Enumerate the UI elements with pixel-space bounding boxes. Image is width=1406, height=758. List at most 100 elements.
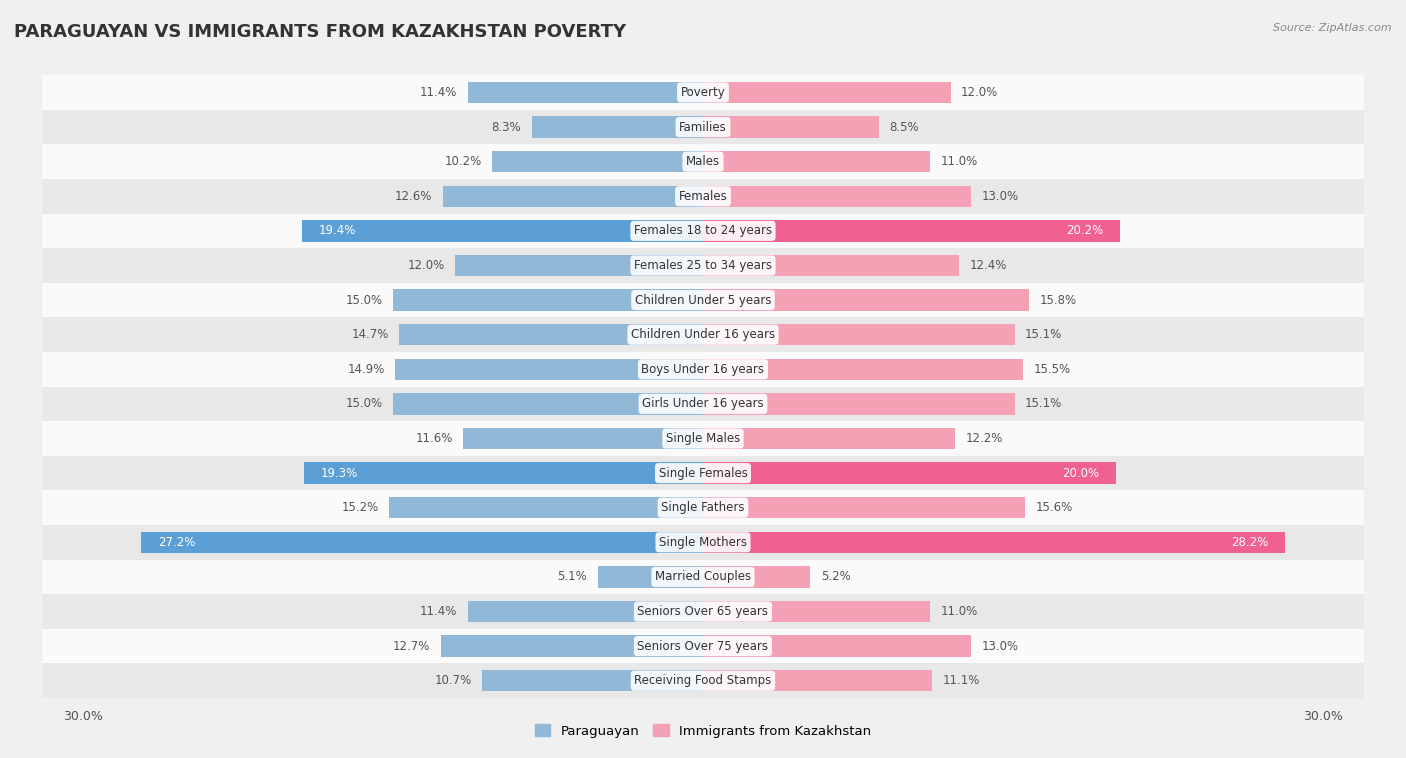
Bar [42, 248, 1364, 283]
Text: Females 25 to 34 years: Females 25 to 34 years [634, 259, 772, 272]
Bar [703, 151, 931, 172]
Bar [42, 456, 1364, 490]
Bar [42, 214, 1364, 248]
Text: PARAGUAYAN VS IMMIGRANTS FROM KAZAKHSTAN POVERTY: PARAGUAYAN VS IMMIGRANTS FROM KAZAKHSTAN… [14, 23, 626, 41]
Bar [703, 635, 972, 657]
Text: Males: Males [686, 155, 720, 168]
Bar [703, 220, 1121, 242]
Text: 13.0%: 13.0% [981, 190, 1019, 202]
Bar [305, 462, 703, 484]
Text: 13.0%: 13.0% [981, 640, 1019, 653]
Bar [468, 82, 703, 103]
Legend: Paraguayan, Immigrants from Kazakhstan: Paraguayan, Immigrants from Kazakhstan [529, 719, 877, 743]
Text: Children Under 16 years: Children Under 16 years [631, 328, 775, 341]
Text: 15.1%: 15.1% [1025, 328, 1063, 341]
Bar [394, 290, 703, 311]
Bar [703, 255, 959, 276]
Bar [703, 428, 955, 449]
Text: 20.2%: 20.2% [1066, 224, 1104, 237]
Text: Females 18 to 24 years: Females 18 to 24 years [634, 224, 772, 237]
Bar [703, 566, 810, 587]
Text: 19.4%: 19.4% [319, 224, 356, 237]
Text: Single Males: Single Males [666, 432, 740, 445]
Text: 12.4%: 12.4% [969, 259, 1007, 272]
Bar [302, 220, 703, 242]
Bar [443, 186, 703, 207]
Text: 19.3%: 19.3% [321, 467, 359, 480]
Bar [389, 497, 703, 518]
Bar [703, 359, 1024, 380]
Bar [395, 359, 703, 380]
Bar [482, 670, 703, 691]
Text: Females: Females [679, 190, 727, 202]
Bar [492, 151, 703, 172]
Bar [703, 186, 972, 207]
Text: Families: Families [679, 121, 727, 133]
Text: 11.4%: 11.4% [420, 605, 457, 618]
Text: 15.6%: 15.6% [1035, 501, 1073, 514]
Bar [42, 283, 1364, 318]
Text: Seniors Over 75 years: Seniors Over 75 years [637, 640, 769, 653]
Bar [42, 75, 1364, 110]
Bar [703, 497, 1025, 518]
Bar [703, 116, 879, 138]
Bar [703, 531, 1285, 553]
Bar [468, 601, 703, 622]
Text: 15.1%: 15.1% [1025, 397, 1063, 410]
Bar [42, 387, 1364, 421]
Text: 15.0%: 15.0% [346, 293, 382, 306]
Text: Children Under 5 years: Children Under 5 years [634, 293, 772, 306]
Bar [42, 421, 1364, 456]
Text: 15.2%: 15.2% [342, 501, 378, 514]
Text: 8.5%: 8.5% [889, 121, 918, 133]
Text: Boys Under 16 years: Boys Under 16 years [641, 363, 765, 376]
Bar [703, 670, 932, 691]
Text: 11.6%: 11.6% [416, 432, 453, 445]
Bar [42, 352, 1364, 387]
Text: Single Fathers: Single Fathers [661, 501, 745, 514]
Text: Single Females: Single Females [658, 467, 748, 480]
Bar [703, 462, 1116, 484]
Text: 11.0%: 11.0% [941, 605, 977, 618]
Text: 12.6%: 12.6% [395, 190, 433, 202]
Bar [42, 525, 1364, 559]
Bar [42, 110, 1364, 144]
Text: 10.2%: 10.2% [444, 155, 482, 168]
Bar [141, 531, 703, 553]
Bar [42, 559, 1364, 594]
Bar [456, 255, 703, 276]
Text: 12.0%: 12.0% [962, 86, 998, 99]
Bar [703, 82, 950, 103]
Bar [598, 566, 703, 587]
Text: 8.3%: 8.3% [492, 121, 522, 133]
Text: 20.0%: 20.0% [1063, 467, 1099, 480]
Bar [703, 324, 1015, 346]
Bar [42, 594, 1364, 629]
Text: Single Mothers: Single Mothers [659, 536, 747, 549]
Text: 10.7%: 10.7% [434, 674, 471, 688]
Bar [440, 635, 703, 657]
Text: Poverty: Poverty [681, 86, 725, 99]
Text: Girls Under 16 years: Girls Under 16 years [643, 397, 763, 410]
Text: Source: ZipAtlas.com: Source: ZipAtlas.com [1274, 23, 1392, 33]
Text: Seniors Over 65 years: Seniors Over 65 years [637, 605, 769, 618]
Text: 5.1%: 5.1% [558, 571, 588, 584]
Text: 5.2%: 5.2% [821, 571, 851, 584]
Text: 28.2%: 28.2% [1232, 536, 1268, 549]
Bar [42, 663, 1364, 698]
Bar [394, 393, 703, 415]
Text: 14.9%: 14.9% [347, 363, 385, 376]
Bar [42, 629, 1364, 663]
Bar [703, 290, 1029, 311]
Bar [42, 144, 1364, 179]
Bar [531, 116, 703, 138]
Text: 15.0%: 15.0% [346, 397, 382, 410]
Text: 12.0%: 12.0% [408, 259, 444, 272]
Bar [42, 179, 1364, 214]
Text: 11.4%: 11.4% [420, 86, 457, 99]
Text: Receiving Food Stamps: Receiving Food Stamps [634, 674, 772, 688]
Text: 11.0%: 11.0% [941, 155, 977, 168]
Text: 27.2%: 27.2% [157, 536, 195, 549]
Bar [42, 490, 1364, 525]
Bar [703, 393, 1015, 415]
